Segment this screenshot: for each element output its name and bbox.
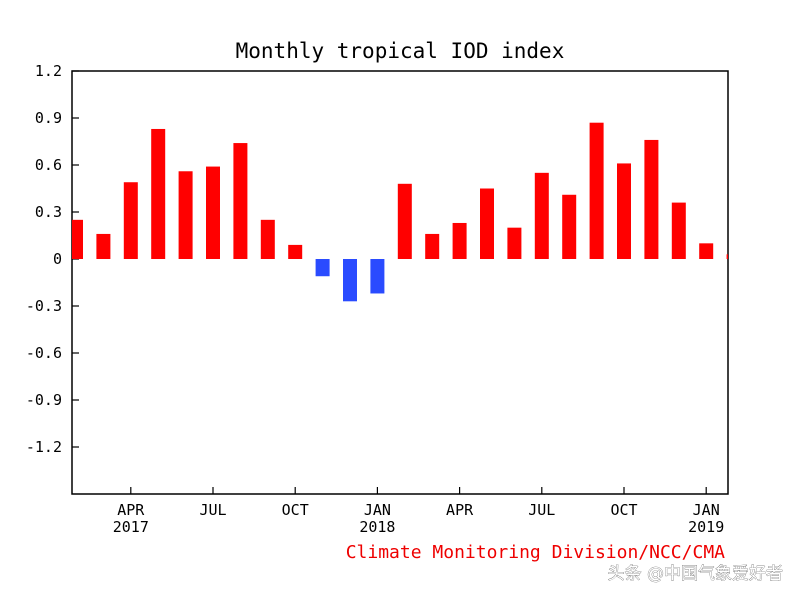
x-tick-month-label: JUL bbox=[199, 501, 226, 519]
bar bbox=[151, 128, 166, 259]
y-tick-label: -0.3 bbox=[26, 297, 62, 315]
y-tick-label: 0.9 bbox=[35, 109, 62, 127]
bar bbox=[178, 171, 193, 259]
bar bbox=[288, 244, 303, 259]
y-tick-label: -1.2 bbox=[26, 438, 62, 456]
x-tick-month-label: OCT bbox=[610, 501, 637, 519]
y-tick-label: 0.3 bbox=[35, 203, 62, 221]
x-tick-month-label: JUL bbox=[528, 501, 555, 519]
bar bbox=[206, 166, 220, 259]
bar bbox=[397, 183, 412, 259]
y-tick-label: -0.6 bbox=[26, 344, 62, 362]
x-tick-month-label: JAN bbox=[693, 501, 720, 519]
bar bbox=[589, 122, 604, 259]
bar bbox=[315, 259, 330, 277]
bar bbox=[480, 188, 494, 259]
watermark-text: 头条 @中国气象爱好者 bbox=[608, 564, 783, 584]
bar bbox=[452, 222, 467, 259]
x-tick-year-label: 2018 bbox=[359, 518, 395, 536]
bar bbox=[534, 172, 549, 259]
bar bbox=[644, 139, 659, 259]
x-tick-month-label: JAN bbox=[364, 501, 391, 519]
bar-group bbox=[72, 122, 728, 302]
bar bbox=[726, 254, 728, 259]
bar bbox=[425, 233, 440, 259]
x-tick-year-label: 2017 bbox=[113, 518, 149, 536]
y-tick-label: 0.6 bbox=[35, 156, 62, 174]
chart-title: Monthly tropical IOD index bbox=[236, 39, 565, 63]
bar bbox=[96, 233, 111, 259]
bar bbox=[699, 243, 714, 259]
plot-frame bbox=[71, 70, 729, 495]
bar bbox=[370, 259, 385, 294]
x-tick-month-label: OCT bbox=[282, 501, 309, 519]
y-tick-label: 0 bbox=[53, 250, 62, 268]
y-tick-label: 1.2 bbox=[35, 62, 62, 80]
bar bbox=[343, 259, 357, 302]
x-tick-month-label: APR bbox=[446, 501, 474, 519]
bar bbox=[123, 182, 138, 259]
bar bbox=[233, 143, 248, 259]
x-tick-year-label: 2019 bbox=[688, 518, 724, 536]
y-axis: 1.2 0.9 0.6 0.3 0 -0.3 -0.6 -0.9 -1.2 bbox=[26, 62, 79, 456]
bar bbox=[617, 163, 631, 259]
y-tick-label: -0.9 bbox=[26, 391, 62, 409]
bars bbox=[72, 122, 728, 302]
bar bbox=[562, 194, 577, 259]
bar bbox=[671, 202, 686, 259]
bar bbox=[72, 219, 83, 259]
bar bbox=[260, 219, 275, 259]
x-tick-month-label: APR bbox=[117, 501, 145, 519]
bar bbox=[507, 227, 522, 259]
credit-text: Climate Monitoring Division/NCC/CMA bbox=[346, 542, 725, 563]
